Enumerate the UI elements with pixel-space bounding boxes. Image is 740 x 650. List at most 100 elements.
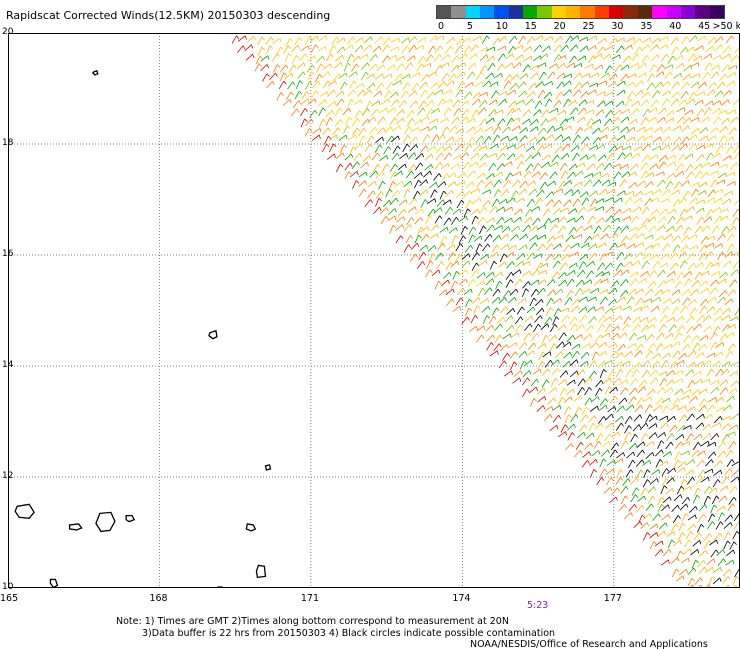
wind-barb: [473, 305, 478, 314]
wind-barb: [454, 254, 460, 263]
wind-barb: [521, 118, 530, 125]
wind-barb-flag: [582, 369, 586, 374]
wind-barb: [497, 261, 506, 268]
wind-barb: [592, 127, 600, 135]
wind-barb-flag: [590, 377, 593, 382]
wind-barb-flag: [636, 271, 639, 276]
wind-barb-flag: [660, 81, 664, 86]
wind-barb: [657, 530, 665, 538]
wind-barb-flag: [581, 215, 585, 220]
wind-barb: [534, 35, 543, 41]
wind-barb: [266, 81, 273, 89]
wind-barb-flag: [670, 344, 673, 349]
wind-barb: [466, 126, 475, 133]
wind-barb-flag: [646, 317, 649, 322]
wind-barb-flag: [736, 55, 739, 59]
wind-barb-flag: [424, 37, 427, 42]
wind-barb: [698, 566, 705, 575]
wind-barb: [605, 422, 613, 429]
wind-barb: [566, 278, 573, 287]
wind-barb: [693, 323, 700, 331]
wind-barb-flag: [621, 145, 624, 150]
wind-barb: [498, 90, 507, 97]
wind-barb-flag: [700, 434, 703, 439]
wind-barb: [699, 280, 707, 288]
wind-barb-flag: [576, 263, 578, 268]
wind-barb: [290, 108, 298, 117]
wind-barb: [598, 134, 607, 140]
wind-barb: [634, 46, 640, 55]
wind-barb-flag: [658, 243, 660, 248]
wind-barb-flag: [424, 199, 429, 203]
wind-barb: [623, 261, 632, 268]
wind-barb: [537, 62, 546, 68]
wind-barb: [703, 486, 710, 494]
wind-barb-flag: [544, 234, 547, 239]
wind-barb: [733, 198, 740, 206]
wind-barb: [604, 386, 610, 395]
wind-barb-flag: [325, 46, 327, 51]
wind-barb-flag: [502, 152, 506, 157]
wind-barb: [549, 171, 556, 180]
wind-barb-flag: [567, 153, 570, 158]
wind-barb: [567, 171, 574, 179]
wind-barb-flag: [588, 387, 593, 391]
wind-barb: [518, 35, 524, 44]
wind-barb-flag: [722, 549, 726, 554]
wind-barb-flag: [630, 152, 633, 157]
wind-barb: [634, 90, 642, 97]
wind-barb: [534, 100, 540, 109]
wind-barb-flag: [605, 404, 608, 410]
wind-barb-flag: [691, 316, 695, 321]
wind-barb: [394, 180, 403, 187]
wind-barb: [403, 180, 411, 188]
wind-barb-flag: [720, 470, 723, 475]
wind-barb: [642, 253, 651, 260]
wind-barb: [548, 387, 556, 394]
wind-barb: [647, 216, 655, 223]
wind-barb-flag: [459, 208, 462, 213]
wind-barb-flag: [597, 72, 600, 77]
wind-barb-flag: [697, 450, 700, 454]
wind-barb: [607, 81, 616, 88]
wind-barb: [641, 206, 648, 215]
wind-barb: [727, 226, 735, 233]
wind-barb-flag: [670, 181, 674, 185]
wind-barb: [662, 136, 669, 144]
wind-barb-flag: [475, 53, 478, 58]
wind-barb-flag: [709, 325, 712, 330]
wind-barb-flag: [666, 405, 670, 410]
wind-barb-flag: [651, 334, 655, 339]
wind-barb: [506, 144, 515, 150]
wind-barb: [662, 298, 671, 305]
wind-barb: [603, 316, 612, 323]
wind-barb: [514, 54, 523, 61]
wind-barb: [675, 170, 683, 178]
wind-barb: [365, 101, 370, 110]
wind-barb: [664, 71, 671, 80]
wind-barb: [675, 315, 683, 323]
wind-barb: [332, 127, 339, 136]
wind-barb: [426, 108, 432, 117]
wind-barb-flag: [446, 126, 450, 131]
wind-barb-flag: [381, 136, 384, 141]
wind-barb: [713, 197, 722, 204]
wind-barb-flag: [446, 226, 449, 232]
wind-barb-flag: [514, 89, 517, 94]
wind-barb-flag: [463, 180, 466, 185]
wind-barb: [695, 199, 705, 205]
wind-barb-flag: [697, 342, 701, 347]
wind-barb-flag: [732, 343, 736, 348]
wind-barb-flag: [704, 566, 707, 571]
wind-barb-flag: [656, 163, 659, 168]
wind-barb: [566, 217, 575, 223]
map-title: Rapidscat Corrected Winds(12.5KM) 201503…: [6, 9, 331, 22]
wind-barb-flag: [714, 179, 719, 184]
wind-barb-flag: [413, 152, 417, 157]
wind-barb-flag: [470, 244, 474, 249]
wind-barb-flag: [716, 71, 720, 76]
wind-barb: [327, 153, 335, 160]
wind-barb: [450, 163, 459, 170]
wind-barb-flag: [605, 398, 608, 403]
wind-barb-flag: [636, 53, 640, 58]
